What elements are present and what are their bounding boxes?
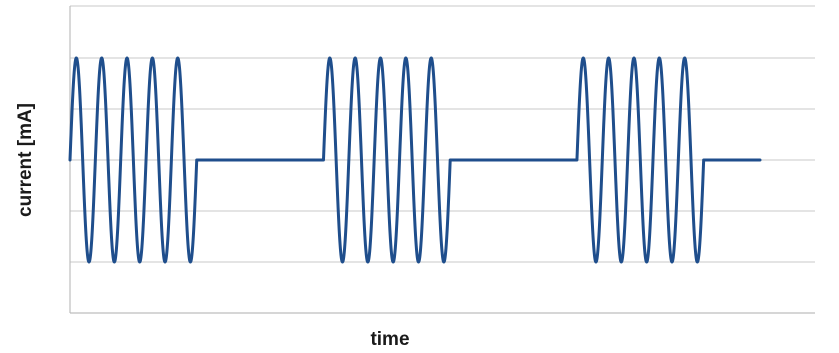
- x-axis-title: time: [370, 329, 409, 350]
- y-axis-title: current [mA]: [15, 103, 36, 217]
- series-line: [68, 56, 762, 264]
- series-group: [68, 56, 762, 264]
